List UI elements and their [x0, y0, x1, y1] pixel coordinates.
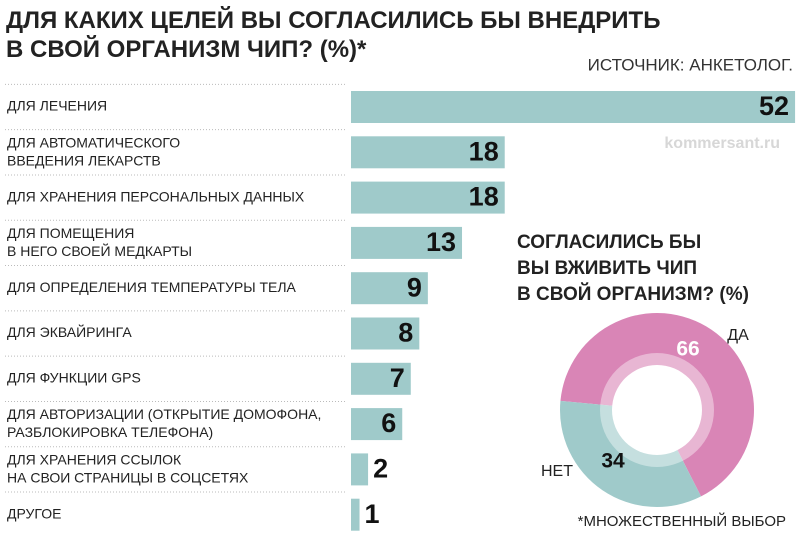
category-label: ДЛЯ ХРАНЕНИЯ ССЫЛОК НА СВОИ СТРАНИЦЫ В СО… — [7, 451, 249, 485]
bar — [351, 226, 463, 259]
bar — [351, 136, 505, 169]
value-label: 6 — [381, 408, 396, 438]
category-label: ДЛЯ ХРАНЕНИЯ ПЕРСОНАЛЬНЫХ ДАННЫХ — [7, 188, 305, 204]
category-label: ДЛЯ ПОМЕЩЕНИЯ В НЕГО СВОЕЙ МЕДКАРТЫ — [7, 225, 192, 259]
value-label: 18 — [469, 136, 499, 166]
category-label: ДЛЯ ЛЕЧЕНИЯ — [7, 98, 107, 114]
category-label: ДЛЯ ОПРЕДЕЛЕНИЯ ТЕМПЕРАТУРЫ ТЕЛА — [7, 279, 297, 295]
category-label: ДЛЯ ФУНКЦИИ GPS — [7, 370, 141, 386]
category-label: ДЛЯ АВТОРИЗАЦИИ (ОТКРЫТИЕ ДОМОФОНА, РАЗБЛ… — [7, 406, 321, 440]
bar — [351, 453, 369, 486]
value-label: 13 — [426, 227, 456, 257]
value-label: 34 — [601, 450, 625, 473]
category-label: ДА — [727, 327, 749, 344]
category-label: ДЛЯ АВТОМАТИЧЕСКОГО ВВЕДЕНИЯ ЛЕКАРСТВ — [7, 134, 180, 168]
pie-title: СОГЛАСИЛИСЬ БЫ ВЫ ВЖИВИТЬ ЧИП В СВОЙ ОРГАН… — [517, 232, 749, 305]
bar — [351, 498, 360, 531]
value-label: 66 — [676, 338, 699, 361]
source: ИСТОЧНИК: АНКЕТОЛОГ. — [588, 55, 793, 74]
value-label: 18 — [469, 182, 499, 212]
value-label: 52 — [759, 91, 789, 121]
bar — [351, 181, 505, 214]
category-label: НЕТ — [541, 463, 573, 480]
bar — [351, 362, 411, 395]
value-label: 2 — [373, 454, 388, 484]
bar — [351, 91, 796, 123]
value-label: 9 — [407, 272, 422, 302]
value-label: 7 — [390, 363, 405, 393]
category-label: ДРУГОЕ — [7, 505, 61, 521]
hole — [612, 365, 702, 455]
bar — [351, 317, 420, 350]
footnote: *МНОЖЕСТВЕННЫЙ ВЫБОР — [578, 512, 786, 530]
category-label: ДЛЯ ЭКВАЙРИНГА — [7, 323, 132, 340]
watermark: kommersant.ru — [664, 135, 780, 152]
bar — [351, 408, 403, 441]
chart-title: ДЛЯ КАКИХ ЦЕЛЕЙ ВЫ СОГЛАСИЛИСЬ БЫ ВНЕДРИ… — [6, 6, 660, 63]
value-label: 8 — [398, 318, 413, 348]
bar — [351, 272, 428, 305]
value-label: 1 — [365, 499, 380, 529]
